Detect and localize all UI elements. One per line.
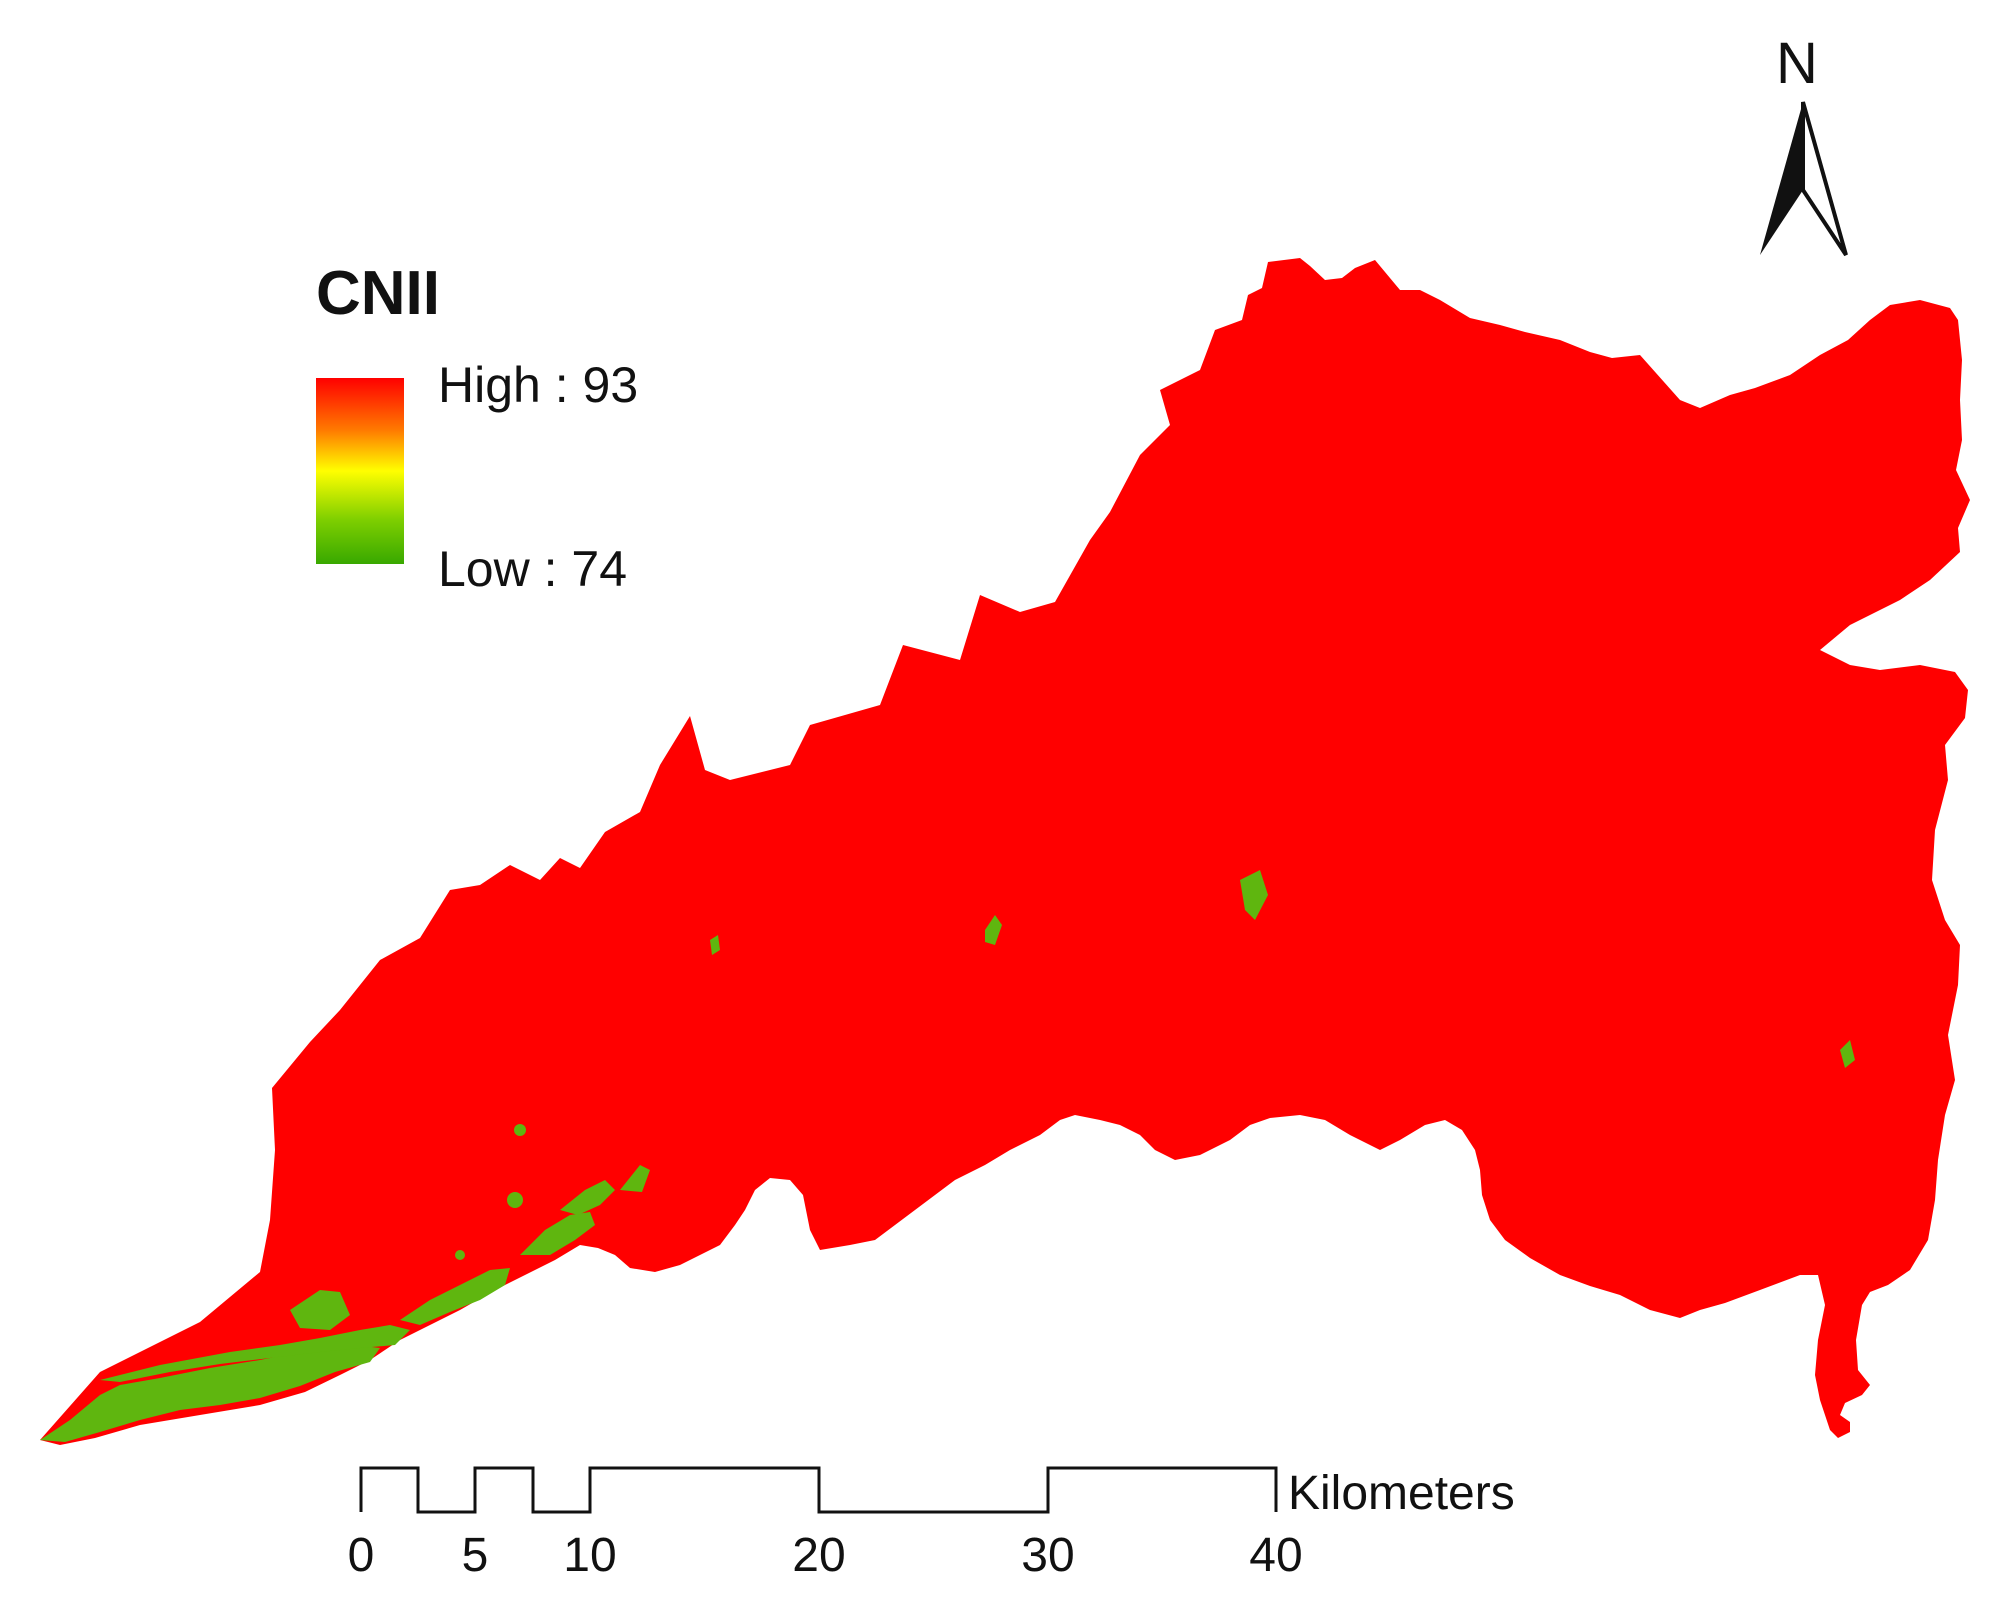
legend-high-label: High : 93 — [438, 357, 639, 413]
scale-tick-label: 5 — [461, 1529, 489, 1582]
legend-title: CNII — [316, 259, 440, 328]
north-arrow-icon — [1760, 101, 1848, 257]
legend-low-label: Low : 74 — [438, 541, 628, 597]
legend-color-ramp — [316, 378, 404, 564]
north-label: N — [1776, 31, 1818, 96]
scale-tick-label: 40 — [1249, 1529, 1303, 1582]
scale-tick-label: 0 — [347, 1529, 375, 1582]
low-cn-areas — [40, 870, 1855, 1442]
scale-tick-label: 20 — [792, 1529, 846, 1582]
scale-tick-label: 10 — [563, 1529, 617, 1582]
scale-bar — [359, 1466, 1278, 1514]
scale-unit-label: Kilometers — [1288, 1467, 1515, 1520]
watershed-polygon — [40, 258, 1970, 1445]
scale-tick-label: 30 — [1021, 1529, 1075, 1582]
